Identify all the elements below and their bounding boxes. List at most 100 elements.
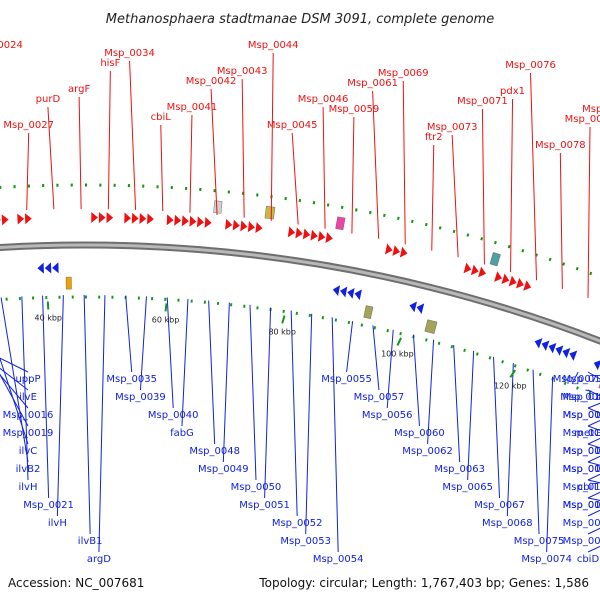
reverse-gene-label[interactable]: Msp_0068 bbox=[482, 518, 533, 529]
reverse-gene-label[interactable]: Msp_0081 bbox=[563, 410, 600, 421]
reverse-gene-label[interactable]: cbiT bbox=[578, 482, 600, 493]
reverse-gene-label[interactable]: Msp_0136 bbox=[563, 464, 600, 475]
reverse-gene-label[interactable]: Msp_0056 bbox=[362, 410, 413, 421]
reverse-gene-label[interactable]: Msp_0095 bbox=[563, 536, 600, 547]
reverse-gene-label[interactable]: fabG bbox=[170, 428, 194, 439]
tick-dash bbox=[450, 345, 454, 349]
reverse-gene-label[interactable]: ilvH bbox=[48, 518, 67, 529]
reverse-leader-line bbox=[56, 295, 64, 517]
forward-gene-label[interactable]: ftr2 bbox=[425, 132, 443, 143]
tick-dash bbox=[588, 391, 592, 395]
reverse-gene-label[interactable]: Msp_0093 bbox=[563, 500, 600, 511]
reverse-gene-label[interactable]: ilvB1 bbox=[78, 536, 103, 547]
reverse-gene-arrow bbox=[44, 262, 52, 274]
reverse-gene-label[interactable]: Msp_0062 bbox=[402, 446, 453, 457]
forward-leader-line bbox=[107, 70, 111, 210]
reverse-leader-line bbox=[222, 302, 230, 463]
reverse-gene-label[interactable]: Msp_0048 bbox=[189, 446, 240, 457]
reverse-gene-label[interactable]: Msp_0103 bbox=[563, 374, 600, 385]
reverse-gene-label[interactable]: Msp_0090 bbox=[563, 464, 600, 475]
forward-gene-label[interactable]: Msp_0043 bbox=[217, 66, 268, 77]
forward-gene-arrow bbox=[98, 212, 106, 224]
forward-gene-label[interactable]: cbiL bbox=[151, 112, 172, 123]
tick-dash bbox=[576, 386, 579, 390]
reverse-gene-label[interactable]: cbiD bbox=[577, 554, 600, 565]
reverse-gene-label[interactable]: argD bbox=[87, 554, 111, 565]
reverse-gene-label[interactable]: Msp_0054 bbox=[313, 554, 364, 565]
forward-gene-label[interactable]: Msp_0061 bbox=[347, 78, 398, 89]
forward-gene-label[interactable]: Msp_0024 bbox=[0, 40, 23, 51]
reverse-gene-label[interactable]: Msp_0019 bbox=[3, 428, 54, 439]
reverse-leader-line bbox=[0, 367, 29, 391]
forward-gene-label[interactable]: Msp_0073 bbox=[427, 122, 478, 133]
reverse-leader-line bbox=[290, 310, 298, 517]
forward-gene-label[interactable]: Msp_0045 bbox=[267, 120, 318, 131]
forward-gene-label[interactable]: Msp_0059 bbox=[329, 104, 380, 115]
reverse-gene-label[interactable]: Msp_0052 bbox=[272, 518, 323, 529]
reverse-gene-label[interactable]: Msp_0116 bbox=[563, 392, 600, 403]
reverse-gene-label[interactable]: Msp_0055 bbox=[321, 374, 372, 385]
forward-gene-arrow bbox=[310, 229, 318, 241]
forward-gene-label[interactable]: Msp_0046 bbox=[298, 94, 349, 105]
reverse-gene-label[interactable]: Msp_0065 bbox=[442, 482, 493, 493]
forward-gene-label[interactable]: Msp_0071 bbox=[457, 96, 508, 107]
reverse-gene-label[interactable]: Msp_0131 bbox=[563, 428, 600, 439]
forward-gene-label[interactable]: argF bbox=[68, 84, 90, 95]
reverse-gene-label[interactable]: Msp_0094 bbox=[563, 518, 600, 529]
reverse-gene-label[interactable]: Msp_0141 bbox=[563, 500, 600, 511]
reverse-gene-label[interactable]: ilvH bbox=[19, 482, 38, 493]
forward-gene-arrow bbox=[17, 213, 25, 225]
tick-dash bbox=[452, 229, 456, 234]
reverse-leader-line bbox=[0, 357, 29, 373]
reverse-gene-label[interactable]: uppP bbox=[15, 374, 40, 385]
forward-gene-label[interactable]: pdx1 bbox=[500, 86, 525, 97]
forward-gene-label[interactable]: Msp_0084 bbox=[582, 104, 600, 115]
forward-gene-label[interactable]: Msp_0078 bbox=[535, 140, 586, 151]
forward-leader-line bbox=[129, 60, 137, 210]
reverse-leader-line bbox=[264, 307, 272, 499]
forward-leader-line bbox=[530, 72, 538, 281]
reverse-gene-label[interactable]: Msp_0077 bbox=[553, 374, 600, 385]
forward-gene-label[interactable]: Msp_0034 bbox=[104, 48, 155, 59]
reverse-gene-label[interactable]: Msp_0086 bbox=[563, 446, 600, 457]
forward-gene-label[interactable]: Msp_0042 bbox=[186, 76, 237, 87]
reverse-gene-label[interactable]: Msp_0016 bbox=[3, 410, 54, 421]
forward-gene-label[interactable]: Msp_0069 bbox=[378, 68, 429, 79]
forward-gene-arrow bbox=[384, 243, 393, 255]
forward-gene-label[interactable]: Msp_0079 bbox=[565, 114, 600, 125]
reverse-gene-label[interactable]: Msp_0137 bbox=[563, 482, 600, 493]
reverse-gene-label[interactable]: Msp_0039 bbox=[115, 392, 166, 403]
reverse-gene-label[interactable]: Msp_0063 bbox=[434, 464, 485, 475]
scale-label: 120 kbp bbox=[494, 381, 527, 390]
reverse-gene-label[interactable]: Msp_0132 bbox=[563, 446, 600, 457]
forward-gene-label[interactable]: hisF bbox=[100, 58, 120, 69]
reverse-gene-label[interactable]: Msp_0040 bbox=[148, 410, 199, 421]
reverse-gene-label[interactable]: Msp_0117 bbox=[563, 410, 600, 421]
forward-gene-label[interactable]: Msp_0076 bbox=[505, 60, 556, 71]
reverse-gene-label[interactable]: Msp_0021 bbox=[23, 500, 74, 511]
reverse-gene-label[interactable]: ilvC bbox=[19, 446, 37, 457]
reverse-gene-label[interactable]: Msp_0050 bbox=[231, 482, 282, 493]
reverse-leader-line bbox=[305, 313, 313, 535]
forward-gene-label[interactable]: Msp_0044 bbox=[248, 40, 299, 51]
reverse-gene-label[interactable]: Msp_0075 bbox=[514, 536, 565, 547]
reverse-gene-label[interactable]: Msp_0067 bbox=[474, 500, 525, 511]
reverse-gene-label[interactable]: metG bbox=[574, 428, 600, 439]
forward-gene-label[interactable]: Msp_0027 bbox=[3, 120, 54, 131]
reverse-gene-label[interactable]: Msp_0053 bbox=[280, 536, 331, 547]
forward-gene-arrow bbox=[147, 213, 154, 225]
feature-block bbox=[65, 276, 72, 290]
reverse-gene-label[interactable]: Msp_0074 bbox=[521, 554, 572, 565]
reverse-leader-line bbox=[412, 334, 420, 427]
forward-gene-label[interactable]: Msp_0041 bbox=[167, 102, 218, 113]
reverse-gene-arrow bbox=[332, 285, 341, 297]
reverse-gene-label[interactable]: Msp_0080 bbox=[560, 392, 600, 403]
reverse-gene-label[interactable]: Msp_0060 bbox=[394, 428, 445, 439]
forward-gene-label[interactable]: purD bbox=[36, 94, 61, 105]
reverse-gene-label[interactable]: Msp_0035 bbox=[106, 374, 157, 385]
reverse-gene-label[interactable]: Msp_0049 bbox=[198, 464, 249, 475]
reverse-gene-label[interactable]: ilvE bbox=[19, 392, 37, 403]
reverse-gene-label[interactable]: Msp_0051 bbox=[239, 500, 290, 511]
forward-gene-arrow bbox=[124, 212, 132, 224]
reverse-gene-label[interactable]: Msp_0057 bbox=[354, 392, 405, 403]
